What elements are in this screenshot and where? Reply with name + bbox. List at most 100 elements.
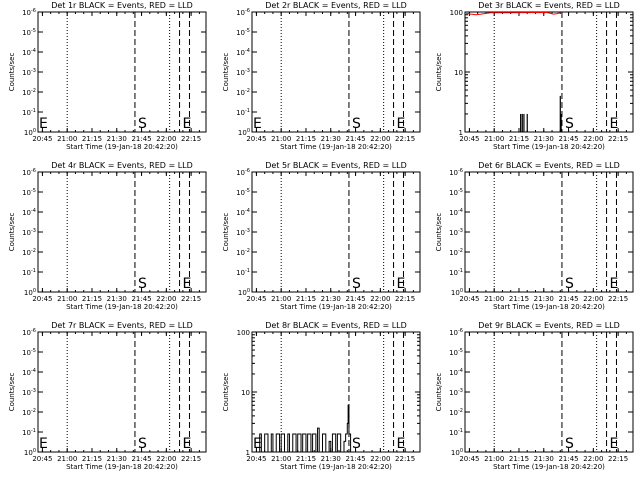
y-tick-label: 10-1 <box>22 268 36 277</box>
time-marker-E: E <box>610 436 619 452</box>
panel-5: Det 5r BLACK = Events, RED = LLD 20:45 21:… <box>222 161 421 311</box>
y-axis-label: Counts/sec <box>8 213 16 252</box>
y-tick-label: 10-4 <box>22 48 36 57</box>
x-tick-label: 21:45 <box>345 135 365 143</box>
y-tick-label: 10-2 <box>22 248 36 257</box>
y-axis-label: Counts/sec <box>8 53 16 92</box>
x-tick-label: 22:15 <box>608 135 628 143</box>
y-tick-label: 10-5 <box>22 348 36 357</box>
corner-label: E <box>39 116 48 132</box>
y-tick-label: 100 <box>24 448 36 457</box>
y-tick-label: 100 <box>238 128 250 137</box>
step-series-0 <box>256 404 352 453</box>
y-tick-label: 10-4 <box>449 368 463 377</box>
y-tick-label: 10-5 <box>449 348 463 357</box>
panel-2: Det 2r BLACK = Events, RED = LLD 20:45 21:… <box>222 1 421 151</box>
x-axis-label: Start Time (19-Jan-18 20:42:20) <box>280 463 392 471</box>
x-tick-label: 21:30 <box>107 135 127 143</box>
x-tick-label: 21:30 <box>321 455 341 463</box>
corner-label: E <box>39 436 48 452</box>
y-tick-label: 10-2 <box>22 408 36 417</box>
time-marker-E: E <box>610 116 619 132</box>
y-tick-label: 100 <box>238 288 250 297</box>
panel-title: Det 6r BLACK = Events, RED = LLD <box>478 161 620 170</box>
x-tick-label: 22:00 <box>583 295 603 303</box>
x-tick-label: 21:30 <box>534 295 554 303</box>
x-axis-label: Start Time (19-Jan-18 20:42:20) <box>66 463 178 471</box>
x-axis-label: Start Time (19-Jan-18 20:42:20) <box>66 303 178 311</box>
corner-label: E <box>253 116 262 132</box>
y-tick-label: 10-6 <box>22 8 36 17</box>
time-marker-E: E <box>397 276 406 292</box>
x-tick-label: 22:15 <box>608 455 628 463</box>
x-tick-label: 22:00 <box>583 455 603 463</box>
y-tick-label: 10-6 <box>236 8 250 17</box>
y-tick-label: 10-6 <box>22 328 36 337</box>
plot-frame <box>37 331 207 453</box>
x-tick-label: 22:15 <box>181 295 201 303</box>
x-tick-label: 22:00 <box>156 455 176 463</box>
y-tick-label: 10-6 <box>449 168 463 177</box>
time-marker-S: S <box>352 436 361 452</box>
panel-title: Det 1r BLACK = Events, RED = LLD <box>51 1 193 10</box>
y-tick-label: 10-1 <box>236 108 250 117</box>
y-tick-label: 10-1 <box>449 428 463 437</box>
y-tick-label: 10-1 <box>22 428 36 437</box>
x-tick-label: 21:15 <box>296 295 316 303</box>
y-tick-label: 10-6 <box>236 168 250 177</box>
x-tick-label: 21:45 <box>345 455 365 463</box>
x-tick-label: 21:00 <box>484 135 504 143</box>
time-marker-S: S <box>352 276 361 292</box>
x-tick-label: 21:45 <box>558 135 578 143</box>
x-tick-label: 21:00 <box>57 295 77 303</box>
time-marker-E: E <box>183 436 192 452</box>
panel-7: Det 7r BLACK = Events, RED = LLD 20:45 21:… <box>8 321 207 471</box>
y-tick-label: 10-5 <box>236 28 250 37</box>
y-tick-label: 10-1 <box>449 268 463 277</box>
time-marker-E: E <box>397 436 406 452</box>
x-tick-label: 22:00 <box>156 135 176 143</box>
x-tick-label: 21:15 <box>82 295 102 303</box>
plot-frame <box>251 11 421 133</box>
time-marker-S: S <box>138 276 147 292</box>
y-tick-label: 100 <box>237 329 250 337</box>
panel-title: Det 7r BLACK = Events, RED = LLD <box>51 321 193 330</box>
y-tick-label: 10-4 <box>22 208 36 217</box>
y-tick-label: 10-4 <box>236 48 250 57</box>
panel-title: Det 3r BLACK = Events, RED = LLD <box>478 1 620 10</box>
x-tick-label: 22:15 <box>395 295 415 303</box>
y-tick-label: 10-6 <box>22 168 36 177</box>
plot-frame <box>251 171 421 293</box>
x-tick-label: 21:15 <box>82 135 102 143</box>
x-tick-label: 21:45 <box>131 135 151 143</box>
panel-title: Det 9r BLACK = Events, RED = LLD <box>478 321 620 330</box>
y-tick-label: 10-3 <box>22 68 36 77</box>
plot-frame <box>464 11 634 133</box>
x-tick-label: 21:15 <box>296 135 316 143</box>
spike-mark <box>523 113 525 132</box>
x-tick-label: 20:45 <box>32 135 52 143</box>
panel-title: Det 5r BLACK = Events, RED = LLD <box>265 161 407 170</box>
x-tick-label: 21:15 <box>82 455 102 463</box>
x-tick-label: 21:45 <box>558 455 578 463</box>
y-tick-label: 100 <box>451 448 463 457</box>
time-marker-E: E <box>610 276 619 292</box>
panel-8: Det 8r BLACK = Events, RED = LLD 20:45 21:… <box>222 321 421 471</box>
x-tick-label: 21:15 <box>509 455 529 463</box>
time-marker-S: S <box>138 436 147 452</box>
time-marker-S: S <box>138 116 147 132</box>
y-axis-label: Counts/sec <box>8 373 16 412</box>
y-tick-label: 10-2 <box>22 88 36 97</box>
spike-mark <box>560 113 562 132</box>
y-axis-label: Counts/sec <box>222 53 230 92</box>
y-tick-label: 100 <box>24 128 36 137</box>
time-marker-E: E <box>397 116 406 132</box>
y-axis-label: Counts/sec <box>435 373 443 412</box>
x-tick-label: 21:00 <box>271 455 291 463</box>
x-tick-label: 21:30 <box>534 455 554 463</box>
y-tick-label: 10-1 <box>22 108 36 117</box>
x-axis-label: Start Time (19-Jan-18 20:42:20) <box>280 143 392 151</box>
spike-mark <box>526 113 528 132</box>
panel-6: Det 6r BLACK = Events, RED = LLD 20:45 21:… <box>435 161 634 311</box>
panel-title: Det 4r BLACK = Events, RED = LLD <box>51 161 193 170</box>
